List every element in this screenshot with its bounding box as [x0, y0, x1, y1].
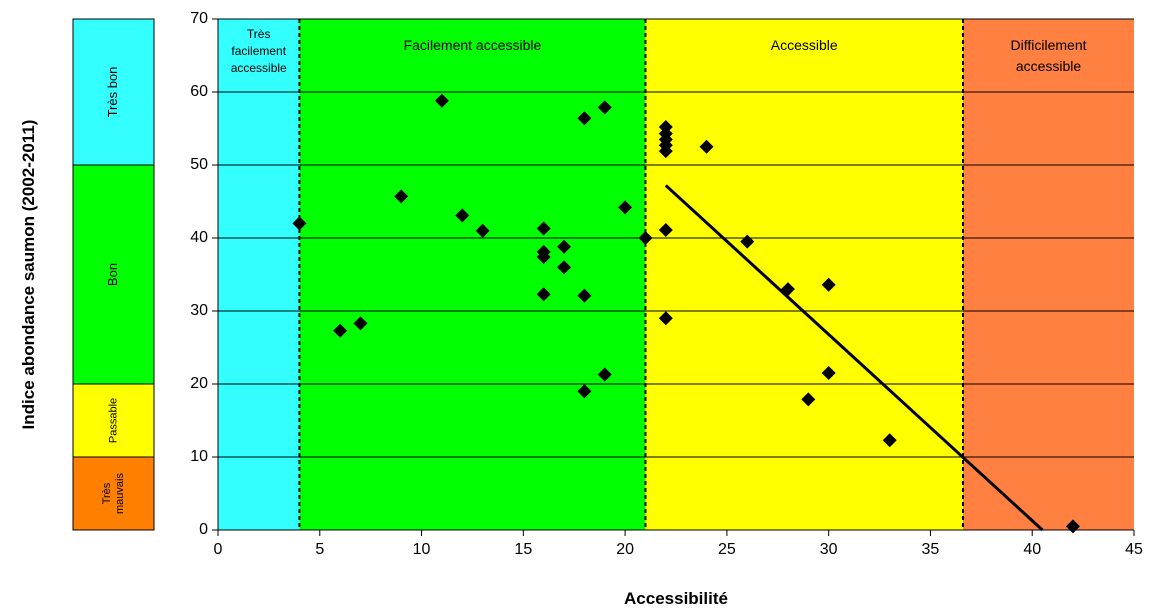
x-tick-label: 25	[718, 541, 736, 558]
quality-band-label: Très bon	[105, 67, 120, 118]
quality-band-column: Très bon Bon Passable Très mauvais	[72, 18, 155, 531]
data-point	[434, 93, 449, 108]
data-point	[577, 111, 592, 126]
zone-bg-0	[218, 19, 300, 530]
x-tick-label: 35	[922, 541, 940, 558]
data-point	[333, 323, 348, 338]
data-point	[353, 316, 368, 331]
data-point	[801, 392, 816, 407]
trendline-group	[664, 184, 1044, 532]
zone-label: accessible	[231, 61, 287, 75]
x-tick-label: 20	[616, 541, 634, 558]
zone-label: Très	[247, 27, 271, 41]
quality-band-label: Bon	[105, 263, 120, 286]
data-point	[577, 288, 592, 303]
y-tick-label: 40	[190, 229, 208, 246]
zone-bg-3	[963, 19, 1134, 530]
zone-label: Accessible	[771, 37, 838, 53]
axes: 0 10 20 30 40 50 60 70 0 5 10 15 20 25 30 35 40 45	[190, 10, 1143, 558]
data-point	[740, 234, 755, 249]
accessibility-zones	[218, 19, 1134, 530]
trendline	[664, 184, 1044, 532]
data-points	[292, 93, 1080, 534]
data-point	[780, 282, 795, 297]
data-point	[536, 221, 551, 236]
data-point	[597, 367, 612, 382]
x-tick-label: 30	[820, 541, 838, 558]
data-point	[557, 239, 572, 254]
data-point	[699, 139, 714, 154]
data-point	[638, 231, 653, 245]
y-tick-label: 30	[190, 302, 208, 319]
quality-band-1	[72, 164, 155, 385]
zone-bg-2	[645, 19, 964, 530]
x-tick-label: 15	[514, 541, 532, 558]
x-axis-title: Accessibilité	[624, 589, 728, 608]
x-tick-label: 10	[413, 541, 431, 558]
data-point	[577, 384, 592, 399]
data-point	[597, 100, 612, 115]
y-tick-label: 0	[199, 521, 208, 538]
y-tick-label: 50	[190, 156, 208, 173]
data-point	[821, 277, 836, 292]
data-point	[475, 223, 490, 238]
data-point	[658, 222, 673, 237]
x-tick-label: 45	[1125, 541, 1143, 558]
zone-label: facilement	[231, 44, 286, 58]
y-axis-title: Indice abondance saumon (2002-2011)	[19, 120, 38, 430]
zone-label: Facilement accessible	[404, 37, 542, 53]
y-tick-label: 60	[190, 83, 208, 100]
quality-band-3	[72, 456, 155, 531]
data-point	[536, 249, 551, 264]
data-point	[557, 260, 572, 275]
data-point	[455, 208, 470, 223]
quality-band-label: mauvais	[114, 473, 126, 514]
y-tick-label: 10	[190, 448, 208, 465]
data-point	[658, 311, 673, 326]
quality-band-0	[72, 18, 155, 166]
gridlines	[218, 18, 1134, 458]
zone-labels: Très facilement accessible Facilement acces…	[231, 27, 1087, 75]
x-tick-label: 5	[315, 541, 324, 558]
zone-dividers	[298, 19, 965, 530]
quality-band-2	[72, 383, 155, 458]
data-point	[882, 433, 897, 448]
data-point	[394, 189, 409, 204]
data-point	[821, 366, 836, 381]
data-point	[618, 200, 633, 215]
data-point	[292, 216, 307, 231]
x-tick-label: 0	[214, 541, 223, 558]
data-point	[658, 144, 673, 159]
x-tick-label: 40	[1023, 541, 1041, 558]
data-point	[536, 287, 551, 302]
quality-band-label: Passable	[107, 398, 119, 443]
zone-label: Difficilement	[1011, 37, 1087, 53]
quality-band-label: Très	[101, 482, 113, 504]
zone-label: accessible	[1016, 58, 1082, 74]
y-tick-label: 70	[190, 10, 208, 27]
zone-bg-1	[299, 19, 646, 530]
y-tick-label: 20	[190, 375, 208, 392]
